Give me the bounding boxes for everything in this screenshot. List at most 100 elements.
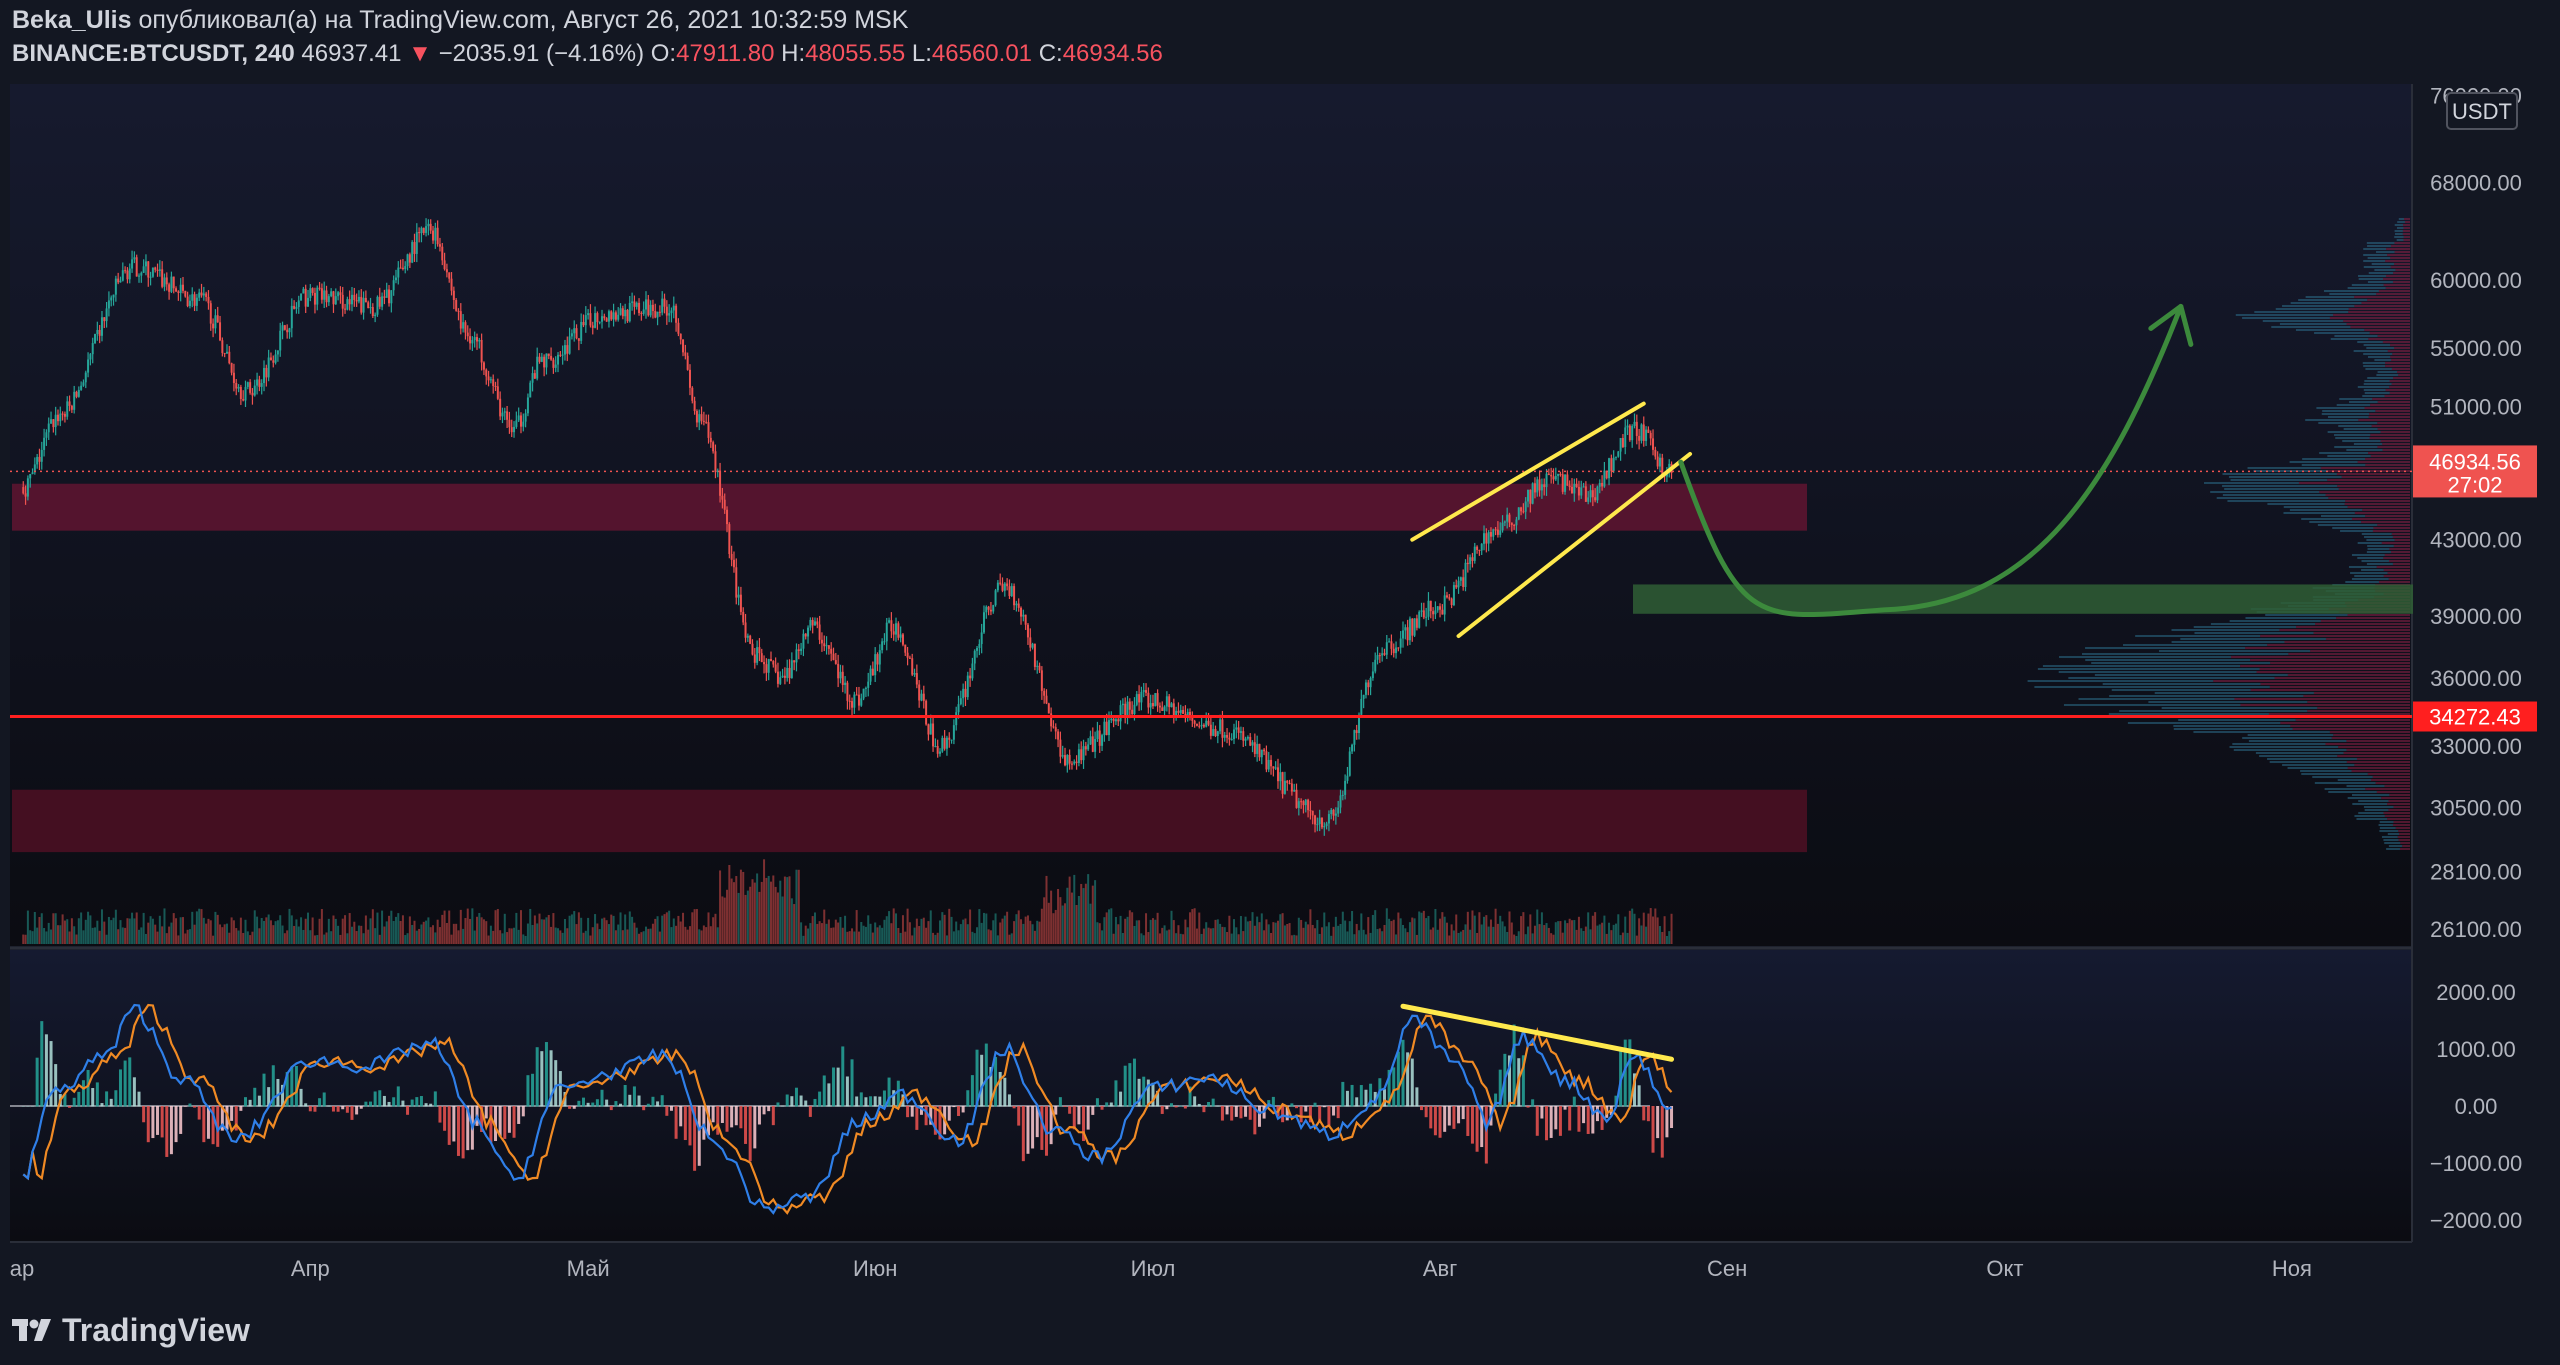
volume-profile-bar: [2248, 740, 2347, 742]
candle-body: [510, 427, 513, 433]
histogram-bar: [327, 1105, 331, 1107]
candle-body: [253, 385, 256, 396]
histogram-bar: [452, 1106, 456, 1142]
candle-body: [406, 254, 409, 267]
chart-header: Beka_Ulis опубликовал(а) на TradingView.…: [0, 0, 2560, 80]
candle-body: [385, 289, 388, 298]
candle-body: [1564, 474, 1567, 492]
candle-body: [1126, 701, 1129, 717]
volume-bar: [860, 922, 863, 944]
histogram-bar: [869, 1096, 873, 1107]
histogram-bar: [262, 1073, 266, 1107]
volume-bar: [441, 914, 444, 944]
divergence-line[interactable]: [1400, 1003, 1675, 1062]
volume-profile-bar: [2377, 446, 2410, 448]
chart-canvas[interactable]: 76000.0068000.0060000.0055000.0051000.00…: [0, 80, 2560, 1296]
histogram-bar: [586, 1102, 590, 1107]
brand-name: TradingView: [62, 1312, 250, 1348]
histogram-bar: [443, 1106, 447, 1131]
candle-body: [1077, 749, 1080, 763]
volume-profile-bar: [2387, 833, 2400, 835]
volume-bar: [425, 920, 428, 944]
histogram-bar: [1049, 1106, 1053, 1145]
candle-body: [452, 290, 455, 301]
projection-arrowhead[interactable]: [2148, 303, 2194, 347]
volume-bar: [1344, 920, 1347, 944]
volume-profile-bar: [2394, 347, 2410, 349]
currency-badge[interactable]: USDT: [2446, 92, 2518, 130]
time-axis[interactable]: ар Апр Май Июн Июл Авг Сен Окт Ноя: [10, 1256, 2312, 1281]
price-axis[interactable]: 76000.0068000.0060000.0055000.0051000.00…: [2413, 84, 2537, 942]
volume-profile-bar: [2361, 521, 2410, 523]
volume-bar: [1077, 895, 1080, 944]
volume-profile-bar: [2365, 464, 2410, 466]
candle-body: [133, 257, 136, 260]
symbol-name[interactable]: BINANCE:BTCUSDT, 240: [12, 40, 295, 67]
volume-bar: [1256, 916, 1259, 944]
histogram-bar: [1332, 1106, 1336, 1116]
channel-upper-line[interactable]: [1410, 401, 1646, 542]
volume-bar: [1552, 934, 1555, 944]
candle-body: [594, 313, 597, 328]
histogram-bar: [1623, 1039, 1627, 1107]
histogram-bar: [197, 1106, 201, 1120]
candle-body: [1399, 638, 1402, 648]
candle-body: [228, 351, 231, 364]
volume-bar: [151, 918, 154, 944]
candle-body: [756, 647, 759, 663]
drawings[interactable]: [1410, 303, 2194, 639]
candle-body: [242, 399, 245, 401]
volume-profile-bar: [2392, 536, 2410, 538]
candle-body: [1529, 489, 1532, 504]
candle-body: [885, 622, 888, 642]
candle-body: [598, 321, 601, 323]
volume-profile-bar: [2345, 500, 2410, 502]
volume-bar: [1131, 912, 1134, 944]
volume-profile-bar: [2367, 545, 2394, 547]
volume-profile-bar: [2279, 629, 2410, 631]
volume-profile-bar: [2228, 476, 2342, 478]
channel-lower-line[interactable]: [1456, 451, 1693, 639]
volume-bar: [112, 917, 115, 944]
author-name[interactable]: Beka_Ulis: [12, 6, 132, 34]
volume-bar: [445, 922, 448, 944]
candle-body: [1420, 610, 1423, 612]
volume-bar: [925, 927, 928, 944]
volume-profile-bar: [2357, 542, 2382, 544]
tradingview-logo[interactable]: TradingView: [12, 1312, 250, 1349]
volume-profile-bar: [2379, 821, 2394, 823]
candle-body: [985, 606, 988, 613]
volume-bar: [503, 913, 506, 944]
candle-body: [982, 612, 985, 633]
volume-profile-bar: [2171, 641, 2285, 643]
volume-bar: [1540, 912, 1543, 944]
candle-body: [1621, 437, 1624, 448]
candle-body: [1131, 709, 1134, 715]
volume-profile-bar: [2393, 377, 2410, 379]
volume-bar: [959, 924, 962, 944]
candle-body: [607, 311, 610, 322]
histogram-bar: [822, 1075, 826, 1107]
candle-body: [508, 419, 511, 428]
candle-body: [1422, 610, 1425, 618]
volume-bar: [411, 924, 414, 944]
candle-body: [119, 280, 122, 283]
volume-bar: [1469, 929, 1472, 944]
volume-bar: [793, 904, 796, 944]
volume-bar: [56, 925, 59, 944]
projection-curve[interactable]: [1678, 303, 2184, 617]
volume-bar: [728, 865, 731, 944]
volume-profile-bar: [2316, 407, 2365, 409]
candle-body: [515, 420, 518, 427]
candle-body: [783, 675, 786, 678]
histogram-bar: [975, 1049, 979, 1107]
volume-bar: [563, 919, 566, 944]
histogram-bar: [1665, 1106, 1669, 1138]
volume-bar: [788, 876, 791, 944]
candle-body: [610, 311, 613, 320]
candle-body: [770, 659, 773, 661]
volume-bar: [1040, 908, 1043, 944]
volume-bar: [1026, 915, 1029, 944]
volume-bar: [1117, 924, 1120, 944]
